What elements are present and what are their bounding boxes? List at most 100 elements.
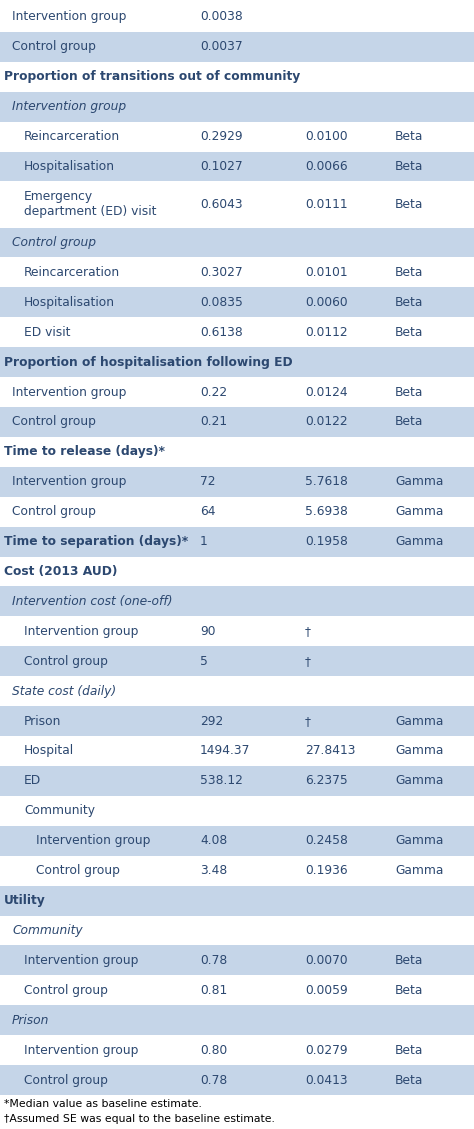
Bar [0,317,474,347]
Text: Time to separation (days)*: Time to separation (days)* [4,535,188,548]
Text: Beta: Beta [395,198,423,211]
Text: 292: 292 [200,715,223,727]
Text: 0.0112: 0.0112 [305,325,347,339]
Text: 27.8413: 27.8413 [305,744,356,758]
Bar [0,497,474,526]
Text: Beta: Beta [395,415,423,428]
Bar [0,526,474,557]
Text: Intervention group: Intervention group [36,834,150,847]
Bar [0,32,474,62]
Text: Intervention group: Intervention group [24,1043,138,1057]
Text: 0.0835: 0.0835 [200,296,243,309]
Text: 0.0111: 0.0111 [305,198,347,211]
Text: Control group: Control group [12,415,96,428]
Text: †: † [305,655,311,667]
Text: Beta: Beta [395,160,423,173]
Text: Intervention group: Intervention group [12,100,126,113]
Text: 0.78: 0.78 [200,954,227,966]
Bar [0,945,474,975]
Text: 0.2458: 0.2458 [305,834,348,847]
Text: 0.0100: 0.0100 [305,130,347,143]
Text: Beta: Beta [395,296,423,309]
Bar [0,91,474,122]
Bar [0,796,474,825]
Bar [0,228,474,257]
Text: 64: 64 [200,505,216,518]
Text: Hospitalisation: Hospitalisation [24,160,115,173]
Text: Hospitalisation: Hospitalisation [24,296,115,309]
Text: Community: Community [12,924,82,937]
Bar [0,437,474,466]
Text: Prison: Prison [12,1014,49,1026]
Text: 1494.37: 1494.37 [200,744,250,758]
Text: 3.48: 3.48 [200,864,227,877]
Bar [0,646,474,676]
Text: 0.2929: 0.2929 [200,130,243,143]
Text: †: † [305,624,311,638]
Text: Beta: Beta [395,954,423,966]
Text: ED visit: ED visit [24,325,71,339]
Bar [0,706,474,736]
Text: 0.1027: 0.1027 [200,160,243,173]
Text: 6.2375: 6.2375 [305,774,348,787]
Text: Intervention group: Intervention group [24,624,138,638]
Text: Time to release (days)*: Time to release (days)* [4,445,165,458]
Text: 0.81: 0.81 [200,983,227,997]
Text: Beta: Beta [395,1043,423,1057]
Text: 72: 72 [200,475,216,488]
Text: 0.0060: 0.0060 [305,296,347,309]
Bar [0,122,474,151]
Text: 0.80: 0.80 [200,1043,227,1057]
Text: Proportion of hospitalisation following ED: Proportion of hospitalisation following … [4,356,292,368]
Text: 0.0413: 0.0413 [305,1074,347,1086]
Text: 0.0101: 0.0101 [305,265,347,279]
Bar [0,975,474,1005]
Text: 0.21: 0.21 [200,415,227,428]
Text: Control group: Control group [12,236,96,250]
Text: Community: Community [24,804,95,817]
Text: Cost (2013 AUD): Cost (2013 AUD) [4,564,118,578]
Bar [0,182,474,228]
Bar [0,557,474,586]
Text: Gamma: Gamma [395,864,443,877]
Text: Prison: Prison [24,715,61,727]
Text: Intervention group: Intervention group [12,385,127,399]
Text: 0.0066: 0.0066 [305,160,347,173]
Text: 5.6938: 5.6938 [305,505,348,518]
Text: Beta: Beta [395,1074,423,1086]
Text: 0.6138: 0.6138 [200,325,243,339]
Bar [0,377,474,406]
Text: Emergency
department (ED) visit: Emergency department (ED) visit [24,191,156,219]
Text: 0.0070: 0.0070 [305,954,347,966]
Bar [0,257,474,288]
Text: 0.0122: 0.0122 [305,415,347,428]
Text: 0.0037: 0.0037 [200,41,243,53]
Text: Control group: Control group [24,983,108,997]
Text: †Assumed SE was equal to the baseline estimate.: †Assumed SE was equal to the baseline es… [4,1114,275,1124]
Bar [0,586,474,616]
Bar [0,151,474,182]
Bar [0,825,474,856]
Text: Reincarceration: Reincarceration [24,130,120,143]
Text: 0.6043: 0.6043 [200,198,243,211]
Text: 90: 90 [200,624,216,638]
Text: Gamma: Gamma [395,774,443,787]
Text: Control group: Control group [24,655,108,667]
Text: Gamma: Gamma [395,715,443,727]
Text: Hospital: Hospital [24,744,74,758]
Text: 0.1958: 0.1958 [305,535,348,548]
Bar [0,347,474,377]
Text: Beta: Beta [395,325,423,339]
Text: 5: 5 [200,655,208,667]
Text: Utility: Utility [4,894,46,907]
Bar [0,736,474,765]
Text: 538.12: 538.12 [200,774,243,787]
Text: Beta: Beta [395,385,423,399]
Bar [0,856,474,885]
Text: 0.0059: 0.0059 [305,983,348,997]
Text: Gamma: Gamma [395,744,443,758]
Text: 4.08: 4.08 [200,834,227,847]
Text: Intervention group: Intervention group [24,954,138,966]
Text: State cost (daily): State cost (daily) [12,684,116,698]
Text: Gamma: Gamma [395,535,443,548]
